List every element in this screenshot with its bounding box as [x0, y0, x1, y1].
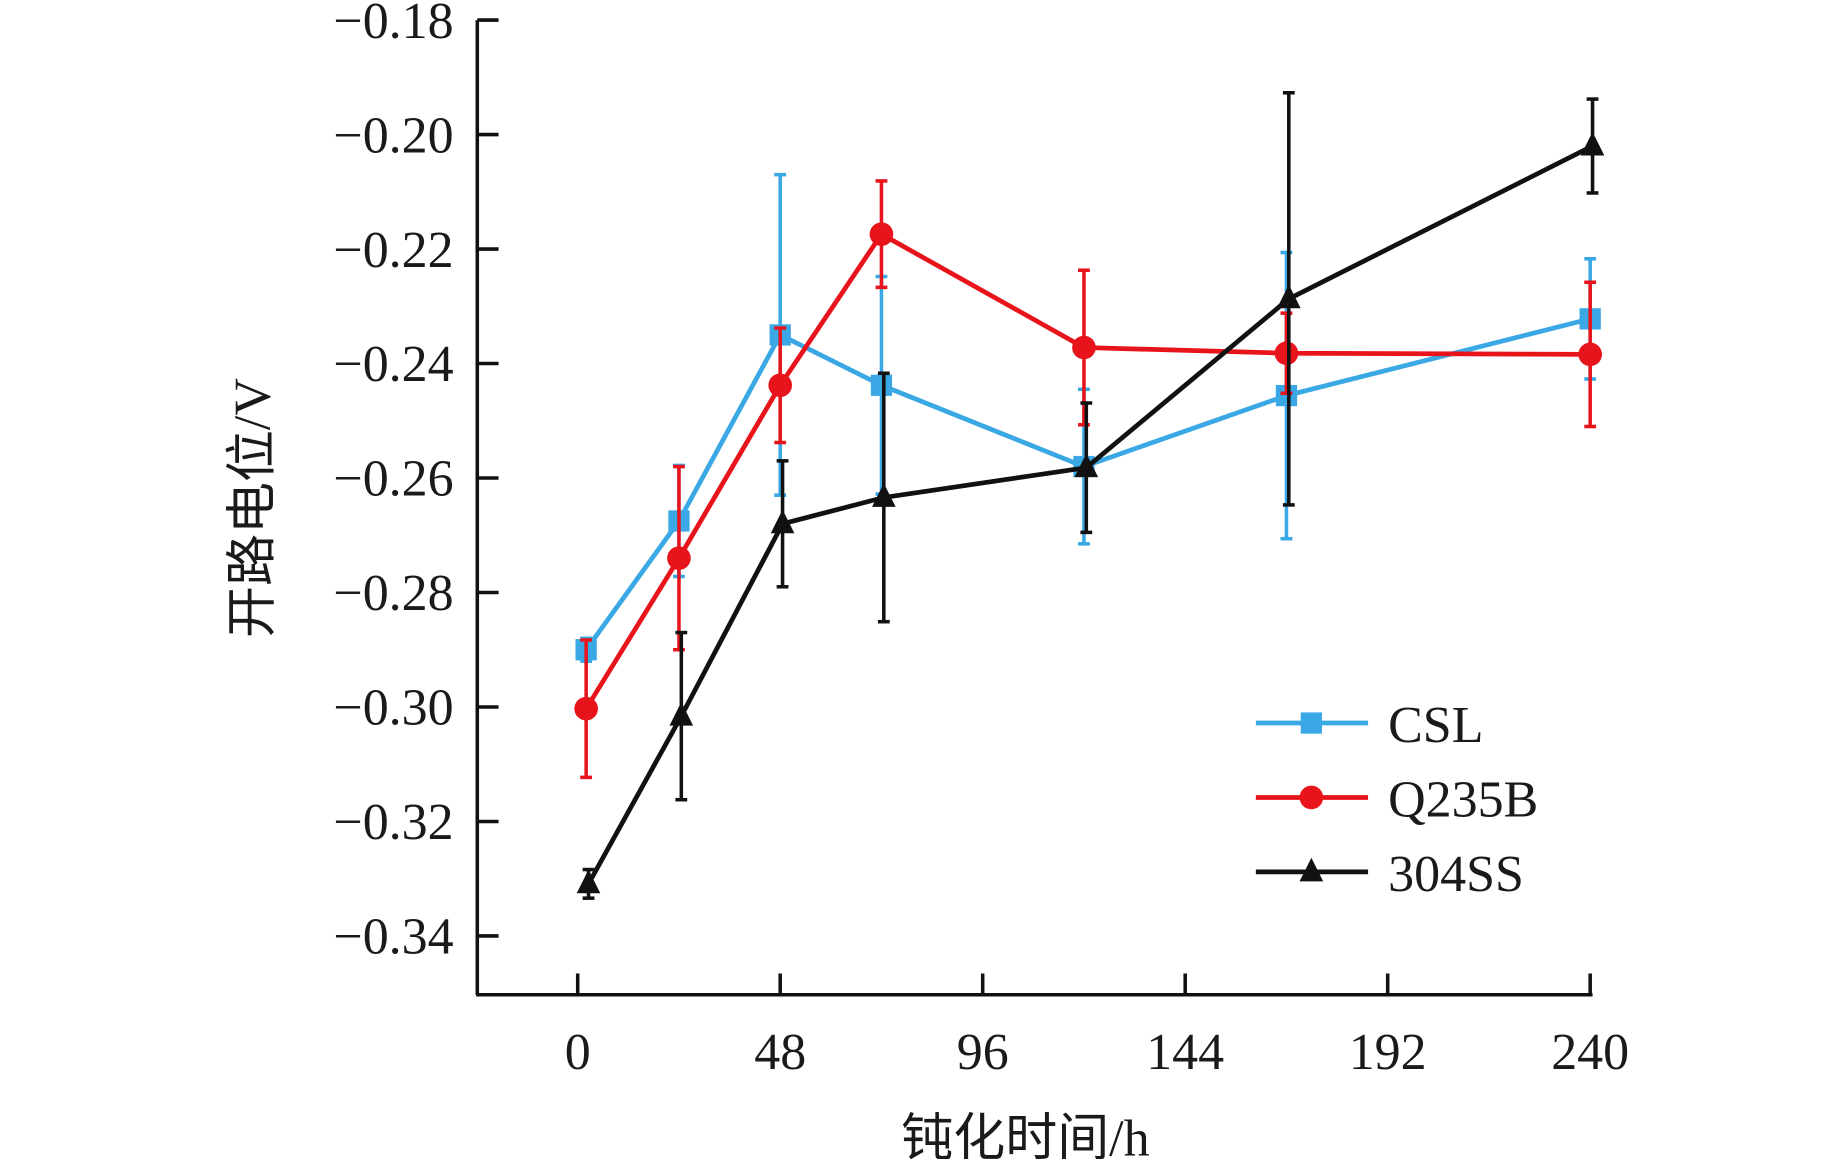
- legend-item-q235b: Q235B: [1255, 771, 1538, 828]
- data-point: [667, 546, 691, 570]
- plot-area: [574, 91, 1605, 900]
- legend-marker: [1299, 785, 1324, 810]
- y-tick-label: −0.28: [333, 565, 453, 622]
- legend: CSL Q235B 304SS: [1255, 697, 1538, 903]
- data-point: [770, 509, 795, 534]
- legend-label: Q235B: [1388, 771, 1538, 828]
- x-tick-label: 144: [1146, 1024, 1224, 1081]
- data-point: [870, 374, 893, 396]
- data-point: [871, 483, 896, 507]
- y-ticks: −0.18 −0.20 −0.22 −0.24 −0.26 −0.28 −0.30 −0.32…: [333, 0, 499, 966]
- y-tick-label: −0.18: [333, 0, 453, 50]
- series-csl: [575, 172, 1601, 663]
- y-tick-label: −0.32: [333, 794, 453, 851]
- data-point: [1580, 131, 1605, 156]
- data-point: [576, 869, 601, 894]
- y-tick-label: −0.20: [333, 107, 453, 164]
- data-point: [1275, 384, 1298, 407]
- x-tick-label: 48: [754, 1024, 806, 1081]
- axes: [475, 20, 1593, 997]
- data-point: [1578, 342, 1602, 367]
- series-line: [584, 316, 1591, 652]
- x-tick-label: 0: [565, 1024, 591, 1081]
- legend-item-csl: CSL: [1255, 697, 1483, 754]
- data-point: [1072, 335, 1096, 360]
- legend-label: 304SS: [1388, 846, 1524, 903]
- data-point: [1276, 284, 1301, 309]
- series-q235b: [574, 179, 1602, 780]
- y-tick-label: −0.26: [333, 451, 453, 508]
- data-point: [574, 696, 598, 721]
- y-tick-label: −0.22: [333, 222, 453, 279]
- legend-label: CSL: [1388, 697, 1483, 754]
- x-tick-label: 192: [1349, 1024, 1427, 1081]
- x-ticks: 0 48 96 144 192 240: [565, 973, 1629, 1081]
- x-axis-label: 钝化时间/h: [901, 1110, 1149, 1159]
- legend-item-304ss: 304SS: [1255, 846, 1524, 903]
- y-tick-label: −0.30: [333, 680, 453, 737]
- x-tick-label: 240: [1551, 1024, 1629, 1081]
- data-point: [1074, 453, 1099, 478]
- legend-marker: [1300, 712, 1322, 734]
- y-axis-label: 开路电位/V: [224, 378, 281, 638]
- y-tick-label: −0.34: [333, 909, 453, 966]
- x-tick-label: 96: [957, 1024, 1009, 1081]
- series-304ss: [576, 91, 1605, 900]
- y-tick-label: −0.24: [333, 336, 453, 393]
- data-point: [1274, 341, 1299, 366]
- data-point: [768, 373, 793, 398]
- legend-marker: [1299, 857, 1324, 882]
- data-point: [669, 701, 694, 726]
- data-point: [869, 222, 894, 246]
